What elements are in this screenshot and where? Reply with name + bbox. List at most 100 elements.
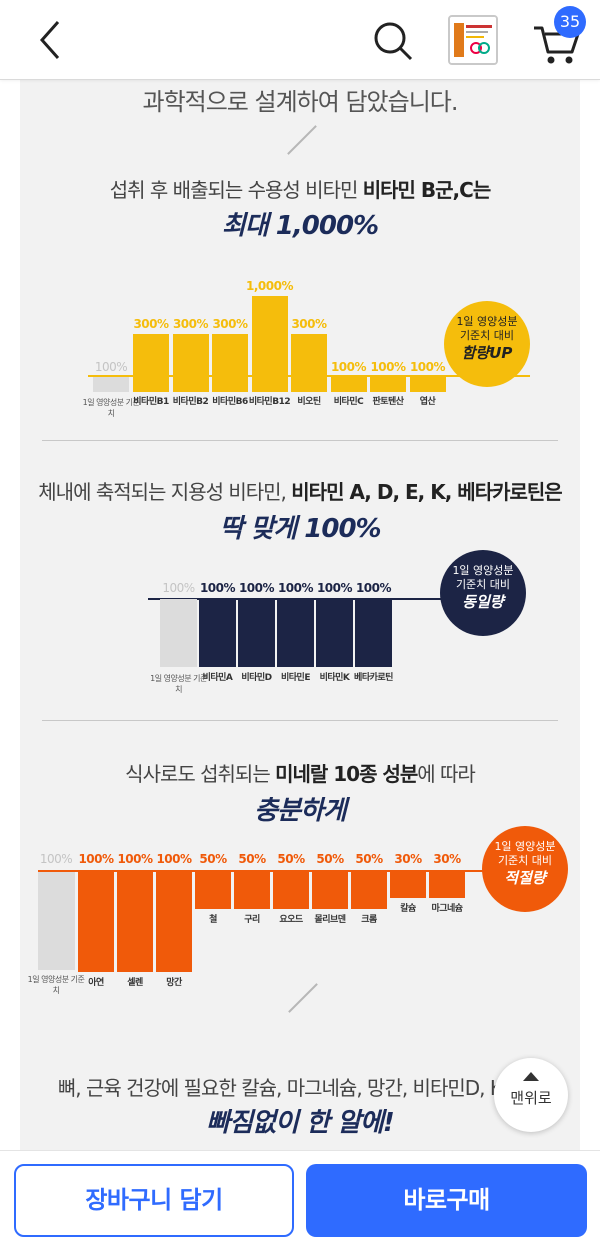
bar-label: 비타민B1 [133,397,169,407]
minerals-intro: 식사로도 섭취되는 미네랄 10종 성분에 따라 [0,758,600,787]
reference-value: 100% [162,581,195,595]
chart-bar [316,599,353,667]
chart-bar [172,334,209,392]
bar-label: 비타민B2 [172,397,209,407]
back-button[interactable] [30,18,74,62]
chart-bar [133,334,169,392]
bar-label: 요오드 [279,915,303,925]
chart-bar [351,872,387,909]
reference-bar [38,872,75,970]
bottom-headline: 빠짐없이 한 알에! [206,1108,394,1138]
chart-bar [291,334,327,392]
bar-value: 300% [133,317,169,331]
chart-bar [234,872,270,909]
water-soluble-intro: 섭취 후 배출되는 수용성 비타민 비타민 B군,C는 [0,174,600,203]
reference-label: 1일 영양성분 기준치 [27,975,85,995]
chart-bar [390,872,426,898]
intro-bold-text: 미네랄 10종 성분 [275,762,418,786]
bar-label: 망간 [166,978,182,988]
bar-label: 비타민B6 [212,397,248,407]
search-button[interactable] [370,18,416,64]
chart-bar [195,872,231,909]
bar-label: 크롬 [361,915,377,925]
bar-value: 100% [316,581,353,595]
add-to-cart-button[interactable]: 장바구니 담기 [14,1164,294,1237]
intro-text: 식사로도 섭취되는 [125,762,276,786]
bar-label: 비타민K [319,673,350,683]
scroll-to-top-button[interactable]: 맨위로 [494,1058,568,1132]
bar-value: 50% [238,852,266,866]
search-icon [374,22,413,61]
section-divider [42,720,558,721]
chart-bar [273,872,309,909]
bottom-action-bar: 장바구니 담기 바로구매 [0,1150,600,1249]
chart-bar [370,377,406,392]
buy-now-button[interactable]: 바로구매 [306,1164,587,1237]
badge-line: 1일 영양성분 [494,840,556,853]
bar-value: 300% [212,317,248,331]
bottom-intro-text: 뼈, 근육 건강에 필요한 칼슘, 마그네슘, 망간, 비타민D, K 까지 [57,1076,543,1100]
bar-value: 100% [156,852,192,866]
badge-line: 기준치 대비 [459,329,515,342]
top-nav-bar: 35 [0,0,600,80]
reference-bar [93,377,129,392]
bar-value: 100% [199,581,236,595]
section-top-text: 과학적으로 설계하여 담았습니다. [142,88,458,116]
badge-emphasis: 함량UP [461,344,513,362]
bar-label: 베타카로틴 [354,673,393,683]
bar-label: 비타민E [281,673,311,683]
bar-label: 비타민D [241,673,272,683]
reference-value: 100% [39,852,73,866]
chart-bar [312,872,348,909]
minerals-headline: 충분하게 [254,796,347,826]
badge-emphasis: 동일량 [462,593,504,611]
bar-label: 몰리브덴 [314,915,346,925]
cart-count-badge: 35 [554,6,586,38]
bar-label: 비타민A [202,673,233,683]
scroll-to-top-label: 맨위로 [510,1089,552,1107]
chart-bar [355,599,392,667]
bar-value: 100% [117,852,153,866]
bar-value: 100% [238,581,275,595]
intro-bold-text: 비타민 B군,C는 [362,178,491,202]
bar-label: 구리 [244,915,260,925]
bar-label: 판토텐산 [372,397,404,407]
bar-label: 비오틴 [297,397,321,407]
intro-text: 체내에 축적되는 지용성 비타민, [38,480,292,504]
fat-soluble-headline: 딱 맞게 100% [219,514,381,544]
bar-value: 50% [355,852,383,866]
chart-baseline [38,870,500,872]
product-package-icon [450,17,496,63]
section-divider [42,440,558,441]
chart-bar [212,334,248,392]
bar-value: 100% [409,360,446,374]
bar-value: 300% [172,317,209,331]
chart-bar [117,872,153,972]
reference-bar [160,599,197,667]
chart-bar [251,296,288,392]
bar-value: 30% [394,852,422,866]
arrow-up-icon [523,1072,539,1081]
reference-label: 1일 영양성분 기준치 [82,398,140,418]
bar-value: 30% [433,852,461,866]
chart-bar [429,872,465,898]
bar-label: 비타민C [333,397,364,407]
bar-label: 아연 [88,978,104,988]
bar-label: 칼슘 [400,904,416,914]
badge-line: 1일 영양성분 [452,564,514,577]
fat-soluble-intro: 체내에 축적되는 지용성 비타민, 비타민 A, D, E, K, 베타카로틴은 [0,476,600,505]
bar-value: 100% [78,852,114,866]
badge-line: 기준치 대비 [455,578,511,591]
product-thumbnail[interactable] [448,15,498,65]
badge-line: 기준치 대비 [497,854,553,867]
badge-line: 1일 영양성분 [456,315,518,328]
chart-bar [78,872,114,972]
bar-value: 100% [330,360,367,374]
bar-label: 셀렌 [127,978,143,988]
reference-value: 100% [94,360,128,374]
chart-bar [199,599,236,667]
bar-value: 300% [291,317,327,331]
bar-value: 50% [277,852,305,866]
chart-bar [238,599,275,667]
